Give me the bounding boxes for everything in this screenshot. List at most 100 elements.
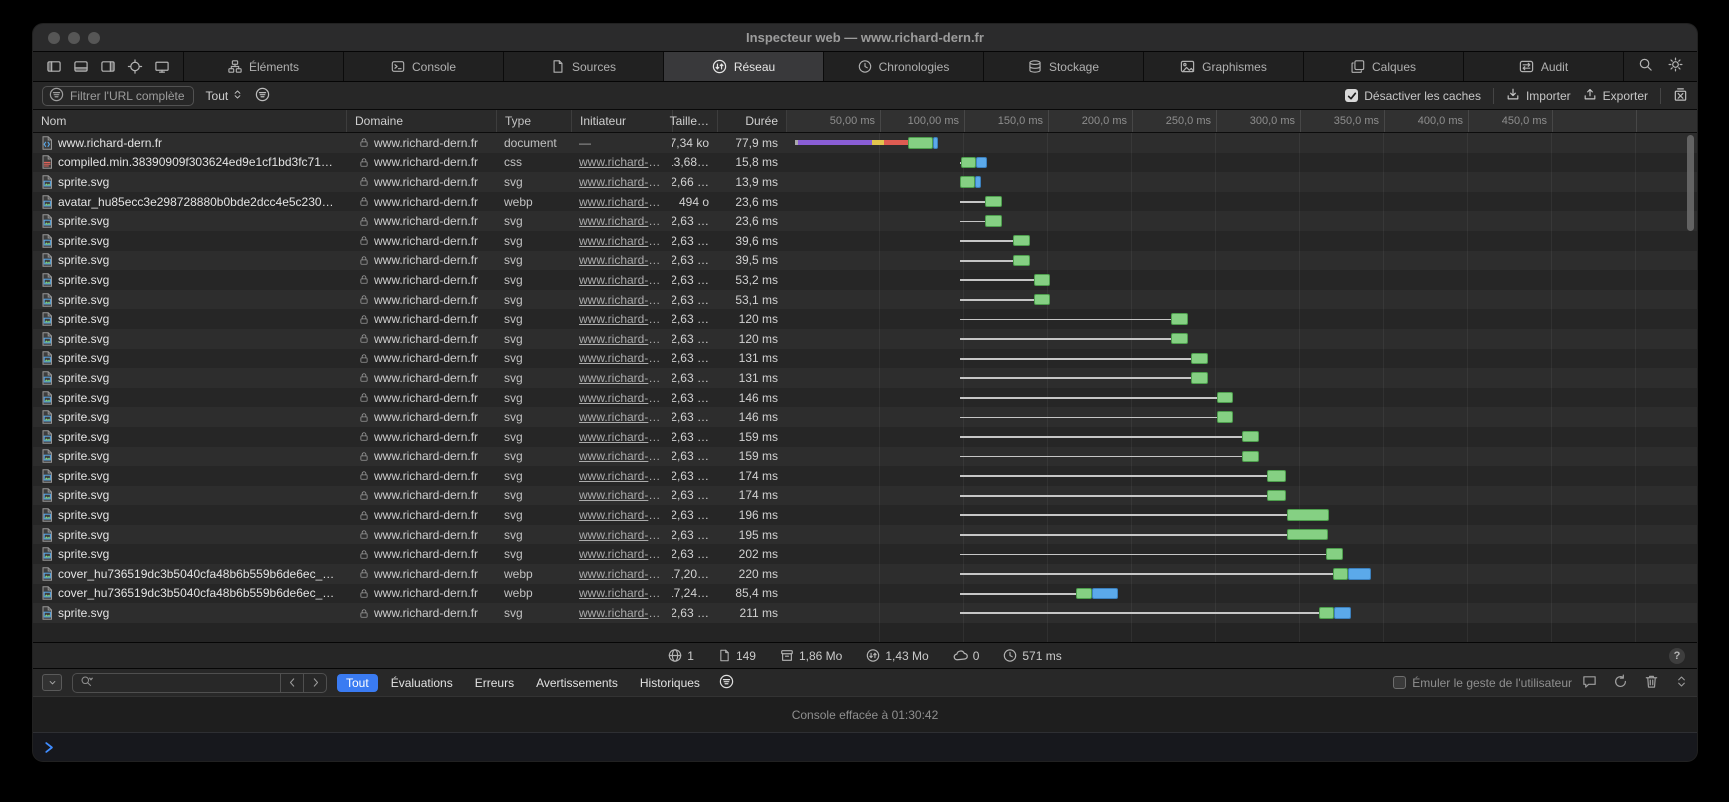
- element-picker-icon[interactable]: [127, 59, 143, 74]
- initiator-link[interactable]: www.richard-d…: [579, 195, 664, 209]
- initiator-link[interactable]: www.richard-d…: [579, 410, 664, 424]
- initiator-link[interactable]: www.richard-d…: [579, 155, 664, 169]
- search-icon[interactable]: [1638, 57, 1653, 77]
- table-row[interactable]: sprite.svgwww.richard-dern.frsvgwww.rich…: [33, 486, 1697, 506]
- table-row[interactable]: sprite.svgwww.richard-dern.frsvgwww.rich…: [33, 407, 1697, 427]
- tab-chronologies[interactable]: Chronologies: [824, 52, 984, 81]
- table-row[interactable]: sprite.svgwww.richard-dern.frsvgwww.rich…: [33, 251, 1697, 271]
- initiator-link[interactable]: www.richard-d…: [579, 469, 664, 483]
- reload-icon[interactable]: [1613, 674, 1628, 692]
- table-row[interactable]: cover_hu736519dc3b5040cfa48b6b559b6de6ec…: [33, 564, 1697, 584]
- column-header-initiator[interactable]: Initiateur: [571, 110, 672, 132]
- initiator-link[interactable]: www.richard-d…: [579, 351, 664, 365]
- tab-sources[interactable]: Sources: [504, 52, 664, 81]
- table-row[interactable]: sprite.svgwww.richard-dern.frsvgwww.rich…: [33, 603, 1697, 623]
- table-row[interactable]: compiled.min.38390909f303624ed9e1cf1bd3f…: [33, 153, 1697, 173]
- initiator-link[interactable]: www.richard-d…: [579, 332, 664, 346]
- close-button[interactable]: [48, 32, 60, 44]
- table-row[interactable]: sprite.svgwww.richard-dern.frsvgwww.rich…: [33, 270, 1697, 290]
- table-row[interactable]: sprite.svgwww.richard-dern.frsvgwww.rich…: [33, 172, 1697, 192]
- previous-result-button[interactable]: [280, 674, 303, 692]
- column-header-name[interactable]: Nom: [33, 110, 346, 132]
- column-header-domain[interactable]: Domaine: [346, 110, 496, 132]
- clear-network-items-icon[interactable]: [1673, 87, 1688, 105]
- tab-calques[interactable]: Calques: [1304, 52, 1464, 81]
- initiator-link[interactable]: www.richard-d…: [579, 293, 664, 307]
- initiator-link[interactable]: www.richard-d…: [579, 606, 664, 620]
- table-row[interactable]: sprite.svgwww.richard-dern.frsvgwww.rich…: [33, 447, 1697, 467]
- table-row[interactable]: sprite.svgwww.richard-dern.frsvgwww.rich…: [33, 427, 1697, 447]
- initiator-link[interactable]: www.richard-d…: [579, 449, 664, 463]
- dock-left-icon[interactable]: [46, 59, 62, 74]
- scrollbar-thumb[interactable]: [1687, 135, 1694, 231]
- table-row[interactable]: avatar_hu85ecc3e298728880b0bde2dcc4e5c23…: [33, 192, 1697, 212]
- initiator-link[interactable]: www.richard-d…: [579, 371, 664, 385]
- table-row[interactable]: sprite.svgwww.richard-dern.frsvgwww.rich…: [33, 290, 1697, 310]
- disable-caches-checkbox[interactable]: [1345, 89, 1358, 102]
- tab-graphismes[interactable]: Graphismes: [1144, 52, 1304, 81]
- console-prompt-row[interactable]: [33, 732, 1697, 761]
- table-row[interactable]: sprite.svgwww.richard-dern.frsvgwww.rich…: [33, 231, 1697, 251]
- initiator-link[interactable]: www.richard-d…: [579, 175, 664, 189]
- console-filter-avertissements[interactable]: Avertissements: [527, 674, 627, 692]
- initiator-link[interactable]: www.richard-d…: [579, 586, 664, 600]
- tab-audit[interactable]: Audit: [1464, 52, 1624, 81]
- emulate-user-gesture-toggle[interactable]: Émuler le geste de l'utilisateur: [1393, 676, 1572, 690]
- table-row[interactable]: sprite.svgwww.richard-dern.frsvgwww.rich…: [33, 329, 1697, 349]
- table-row[interactable]: sprite.svgwww.richard-dern.frsvgwww.rich…: [33, 505, 1697, 525]
- filter-circle-icon[interactable]: [255, 87, 270, 105]
- trash-icon[interactable]: [1644, 674, 1659, 692]
- console-search-input[interactable]: [96, 675, 273, 691]
- console-filter-erreurs[interactable]: Erreurs: [466, 674, 523, 692]
- initiator-link[interactable]: www.richard-d…: [579, 430, 664, 444]
- dock-right-icon[interactable]: [100, 59, 116, 74]
- console-search-field[interactable]: [73, 674, 280, 692]
- initiator-link[interactable]: www.richard-d…: [579, 234, 664, 248]
- initiator-link[interactable]: www.richard-d…: [579, 528, 664, 542]
- export-button[interactable]: Exporter: [1583, 87, 1648, 105]
- table-row[interactable]: sprite.svgwww.richard-dern.frsvgwww.rich…: [33, 309, 1697, 329]
- help-button[interactable]: ?: [1669, 648, 1685, 664]
- dock-bottom-icon[interactable]: [73, 59, 89, 74]
- tab-console[interactable]: Console: [344, 52, 504, 81]
- console-mode-icon[interactable]: [42, 674, 62, 691]
- console-filter-tout[interactable]: Tout: [337, 674, 378, 692]
- table-row[interactable]: sprite.svgwww.richard-dern.frsvgwww.rich…: [33, 211, 1697, 231]
- table-row[interactable]: sprite.svgwww.richard-dern.frsvgwww.rich…: [33, 368, 1697, 388]
- zoom-button[interactable]: [88, 32, 100, 44]
- initiator-link[interactable]: www.richard-d…: [579, 567, 664, 581]
- table-row[interactable]: sprite.svgwww.richard-dern.frsvgwww.rich…: [33, 544, 1697, 564]
- device-icon[interactable]: [154, 59, 170, 74]
- disable-caches-toggle[interactable]: Désactiver les caches: [1345, 89, 1481, 103]
- table-row[interactable]: sprite.svgwww.richard-dern.frsvgwww.rich…: [33, 466, 1697, 486]
- column-header-duration[interactable]: Durée: [717, 110, 786, 132]
- initiator-link[interactable]: www.richard-d…: [579, 547, 664, 561]
- initiator-link[interactable]: www.richard-d…: [579, 488, 664, 502]
- tab-reseau[interactable]: Réseau: [664, 52, 824, 81]
- console-filter-evaluations[interactable]: Évaluations: [382, 674, 462, 692]
- table-row[interactable]: sprite.svgwww.richard-dern.frsvgwww.rich…: [33, 349, 1697, 369]
- tab-stockage[interactable]: Stockage: [984, 52, 1144, 81]
- initiator-link[interactable]: www.richard-d…: [579, 508, 664, 522]
- url-filter-field[interactable]: Filtrer l'URL complète: [42, 86, 194, 106]
- table-row[interactable]: www.richard-dern.frwww.richard-dern.frdo…: [33, 133, 1697, 153]
- expand-console-icon[interactable]: [1675, 674, 1688, 692]
- initiator-link[interactable]: www.richard-d…: [579, 391, 664, 405]
- minimize-button[interactable]: [68, 32, 80, 44]
- gear-icon[interactable]: [1668, 57, 1683, 77]
- console-filter-historiques[interactable]: Historiques: [631, 674, 709, 692]
- initiator-link[interactable]: www.richard-d…: [579, 273, 664, 287]
- table-row[interactable]: sprite.svgwww.richard-dern.frsvgwww.rich…: [33, 388, 1697, 408]
- import-button[interactable]: Importer: [1506, 87, 1571, 105]
- tab-elements[interactable]: Éléments: [184, 52, 344, 81]
- table-row[interactable]: cover_hu736519dc3b5040cfa48b6b559b6de6ec…: [33, 584, 1697, 604]
- column-header-type[interactable]: Type: [496, 110, 571, 132]
- emulate-user-gesture-checkbox[interactable]: [1393, 676, 1406, 689]
- initiator-link[interactable]: www.richard-d…: [579, 214, 664, 228]
- comment-bubble-icon[interactable]: [1582, 674, 1597, 692]
- initiator-link[interactable]: www.richard-d…: [579, 312, 664, 326]
- filter-circle-icon[interactable]: [719, 674, 734, 692]
- initiator-link[interactable]: www.richard-d…: [579, 253, 664, 267]
- table-row[interactable]: sprite.svgwww.richard-dern.frsvgwww.rich…: [33, 525, 1697, 545]
- next-result-button[interactable]: [303, 674, 326, 692]
